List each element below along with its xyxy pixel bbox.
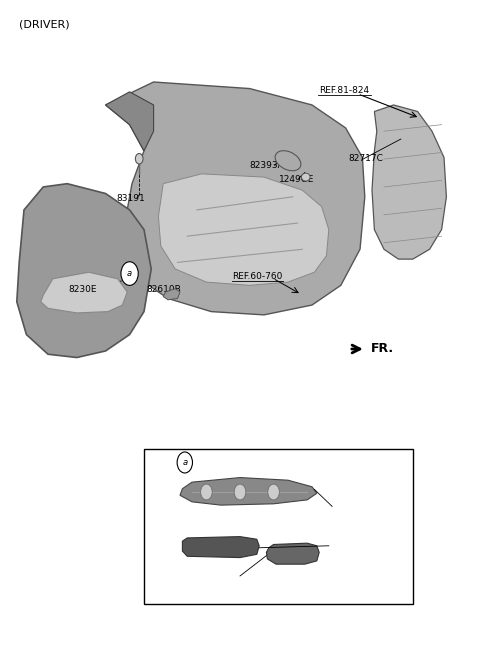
- Circle shape: [268, 484, 279, 500]
- Circle shape: [177, 452, 192, 473]
- Text: a: a: [127, 269, 132, 278]
- Polygon shape: [17, 184, 151, 358]
- Text: 93530: 93530: [330, 541, 359, 550]
- Ellipse shape: [275, 151, 301, 171]
- Polygon shape: [372, 105, 446, 259]
- Ellipse shape: [301, 173, 310, 181]
- Text: 82393A: 82393A: [249, 161, 284, 170]
- Polygon shape: [41, 272, 127, 313]
- Text: 93571A: 93571A: [207, 573, 242, 582]
- Circle shape: [201, 484, 212, 500]
- Text: 82717C: 82717C: [348, 154, 383, 163]
- Circle shape: [121, 262, 138, 285]
- Text: 83191: 83191: [116, 194, 145, 203]
- Polygon shape: [158, 174, 329, 285]
- Circle shape: [234, 484, 246, 500]
- Text: 8230E: 8230E: [68, 285, 97, 295]
- Polygon shape: [163, 289, 180, 300]
- Text: (DRIVER): (DRIVER): [19, 20, 70, 30]
- Text: REF.81-824: REF.81-824: [320, 86, 370, 95]
- Polygon shape: [180, 478, 317, 505]
- Text: a: a: [182, 458, 187, 467]
- Circle shape: [135, 154, 143, 164]
- Text: FR.: FR.: [371, 342, 394, 356]
- Polygon shape: [266, 543, 319, 564]
- FancyBboxPatch shape: [144, 449, 413, 604]
- Text: 93572A: 93572A: [334, 502, 368, 511]
- Polygon shape: [106, 92, 154, 151]
- Text: 82610B: 82610B: [147, 285, 181, 295]
- Polygon shape: [182, 537, 259, 558]
- Text: 1249GE: 1249GE: [278, 174, 314, 184]
- Text: REF.60-760: REF.60-760: [232, 272, 282, 281]
- Polygon shape: [106, 82, 365, 315]
